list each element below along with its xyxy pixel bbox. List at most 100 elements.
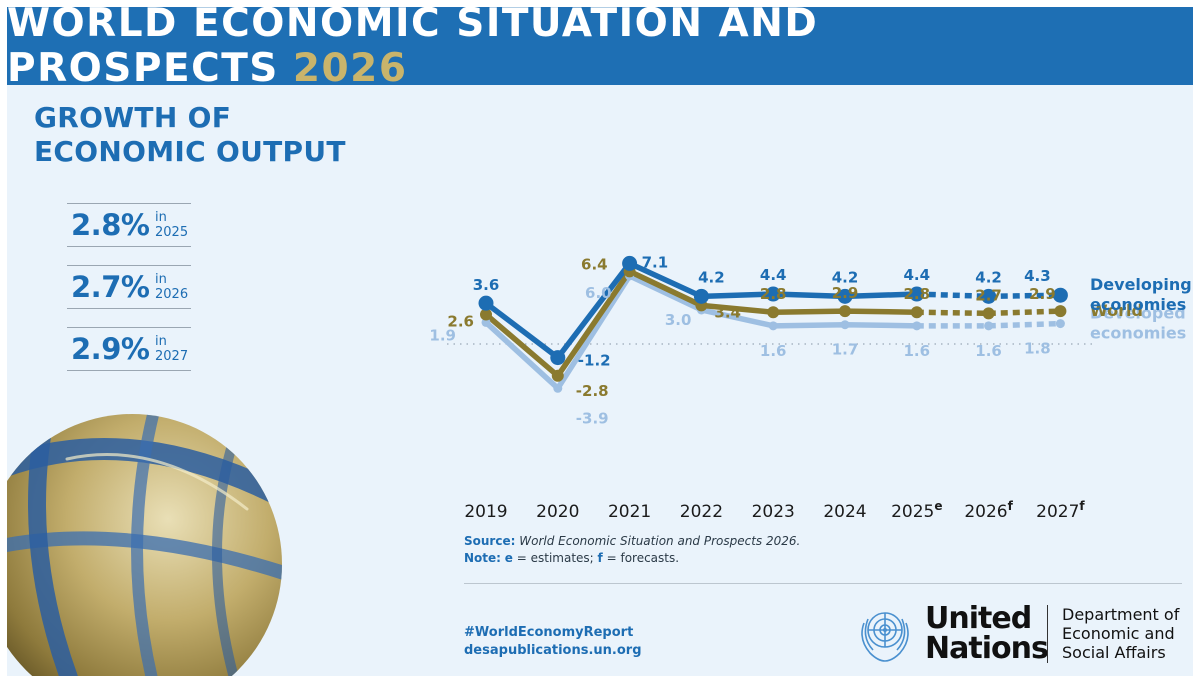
data-point xyxy=(912,321,922,331)
data-label: 4.3 xyxy=(1024,267,1051,285)
x-tick-superscript: f xyxy=(1008,499,1014,513)
x-tick-label: 2023 xyxy=(752,502,795,522)
note-e-text: = estimates; xyxy=(512,551,598,565)
note-line: Note: e = estimates; f = forecasts. xyxy=(464,550,800,567)
section-title: GROWTH OF ECONOMIC OUTPUT xyxy=(34,101,346,169)
data-point xyxy=(984,321,994,331)
data-label: 2.7 xyxy=(975,286,1002,304)
legend-label: economies xyxy=(1090,295,1186,314)
data-point xyxy=(1054,305,1067,318)
x-tick-label: 2025e xyxy=(891,499,942,522)
data-point xyxy=(622,255,638,271)
x-tick-label: 2019 xyxy=(464,502,507,522)
data-label: 4.4 xyxy=(760,266,787,284)
x-tick-superscript: e xyxy=(934,499,942,513)
un-line2: Nations xyxy=(925,631,1049,666)
legend-label: Developed xyxy=(1090,304,1186,323)
stat-value: 2.8% xyxy=(71,208,150,242)
data-point xyxy=(910,306,923,319)
data-label: 2.9 xyxy=(832,284,859,302)
x-tick-label: 2020 xyxy=(536,502,579,522)
data-label: 1.6 xyxy=(904,342,931,360)
x-tick-superscript: f xyxy=(1079,499,1085,513)
stat-in-label: in xyxy=(155,334,167,349)
desa-wordmark: Department of Economic and Social Affair… xyxy=(1062,605,1179,662)
globe-illustration xyxy=(7,414,282,676)
logo-divider xyxy=(1047,605,1048,663)
section-title-line2: ECONOMIC OUTPUT xyxy=(34,135,346,168)
data-label: 2.6 xyxy=(447,312,474,330)
source-note: Source: World Economic Situation and Pro… xyxy=(464,533,800,567)
data-point xyxy=(840,320,850,330)
data-point xyxy=(768,321,778,331)
website-link[interactable]: desapublications.un.org xyxy=(464,643,642,658)
banner: WORLD ECONOMIC SITUATION AND PROSPECTS 20… xyxy=(7,7,1193,91)
footer-divider xyxy=(464,583,1182,584)
stat-value: 2.9% xyxy=(71,332,150,366)
data-point xyxy=(909,286,925,302)
x-tick-label: 2021 xyxy=(608,502,651,522)
data-label: 4.2 xyxy=(698,268,725,286)
data-point xyxy=(478,295,494,311)
data-point xyxy=(693,288,709,304)
infographic-frame: WORLD ECONOMIC SITUATION AND PROSPECTS 20… xyxy=(7,7,1193,676)
data-label: 6.0 xyxy=(585,284,612,302)
data-label: 1.9 xyxy=(429,326,456,344)
legend-label: World xyxy=(1090,301,1143,320)
stat-value: 2.7% xyxy=(71,270,150,304)
source-label: Source: xyxy=(464,534,516,548)
data-label: 7.1 xyxy=(642,253,669,271)
data-point xyxy=(767,306,780,319)
stat-year: 2026 xyxy=(155,287,189,302)
data-label: 1.7 xyxy=(832,341,859,359)
data-point xyxy=(1055,319,1065,329)
data-point xyxy=(480,308,492,321)
data-point xyxy=(837,288,853,304)
data-label: 1.8 xyxy=(1024,340,1051,358)
un-emblem-icon xyxy=(861,612,909,662)
stat-2026: 2.7% in 2026 xyxy=(67,265,191,309)
legend-label: economies xyxy=(1090,324,1186,343)
stat-year: 2025 xyxy=(155,225,189,240)
data-point xyxy=(553,383,563,393)
data-label: 3.6 xyxy=(473,276,500,294)
desa-line3: Social Affairs xyxy=(1062,643,1166,662)
data-label: 4.2 xyxy=(832,268,859,286)
data-label: 2.8 xyxy=(760,285,787,303)
data-label: -2.8 xyxy=(576,382,609,400)
x-tick-label: 2022 xyxy=(680,502,723,522)
stat-2025: 2.8% in 2025 xyxy=(67,203,191,247)
desa-line1: Department of xyxy=(1062,605,1180,624)
banner-title: WORLD ECONOMIC SITUATION AND PROSPECTS xyxy=(7,7,819,91)
un-line1: United xyxy=(925,601,1032,636)
legend-label: Developing xyxy=(1090,275,1192,294)
hashtag-link[interactable]: #WorldEconomyReport xyxy=(464,625,634,640)
data-label: 3.0 xyxy=(665,311,692,329)
stat-in-label: in xyxy=(155,272,167,287)
x-tick-label: 2024 xyxy=(823,502,866,522)
stat-in-label: in xyxy=(155,210,167,225)
data-label: 2.9 xyxy=(1029,285,1056,303)
data-point xyxy=(765,286,781,302)
data-label: 3.4 xyxy=(714,303,741,321)
data-point xyxy=(551,369,564,382)
data-label: -3.9 xyxy=(576,409,609,427)
data-point xyxy=(839,305,851,318)
data-label: -1.2 xyxy=(578,352,611,370)
data-label: 4.2 xyxy=(975,268,1002,286)
x-tick-label: 2026f xyxy=(964,499,1013,522)
note-f-text: = forecasts. xyxy=(602,551,680,565)
data-point xyxy=(1052,287,1068,303)
data-point xyxy=(481,317,491,327)
un-wordmark: United Nations xyxy=(925,601,1049,666)
source-line: Source: World Economic Situation and Pro… xyxy=(464,533,800,550)
data-label: 2.8 xyxy=(904,285,931,303)
data-label: 1.6 xyxy=(975,342,1002,360)
banner-year: 2026 xyxy=(292,46,408,91)
note-e: e xyxy=(504,551,513,565)
growth-line-chart: 1.9 -3.9 6.0 3.0 1.6 1.7 1.6 1.6 1.8 2.6 -2.8 6.4 3.… xyxy=(429,253,1192,522)
stat-year: 2027 xyxy=(155,349,189,364)
stat-2027: 2.9% in 2027 xyxy=(67,327,191,371)
section-title-line1: GROWTH OF xyxy=(34,101,232,134)
data-label: 4.4 xyxy=(904,266,931,284)
